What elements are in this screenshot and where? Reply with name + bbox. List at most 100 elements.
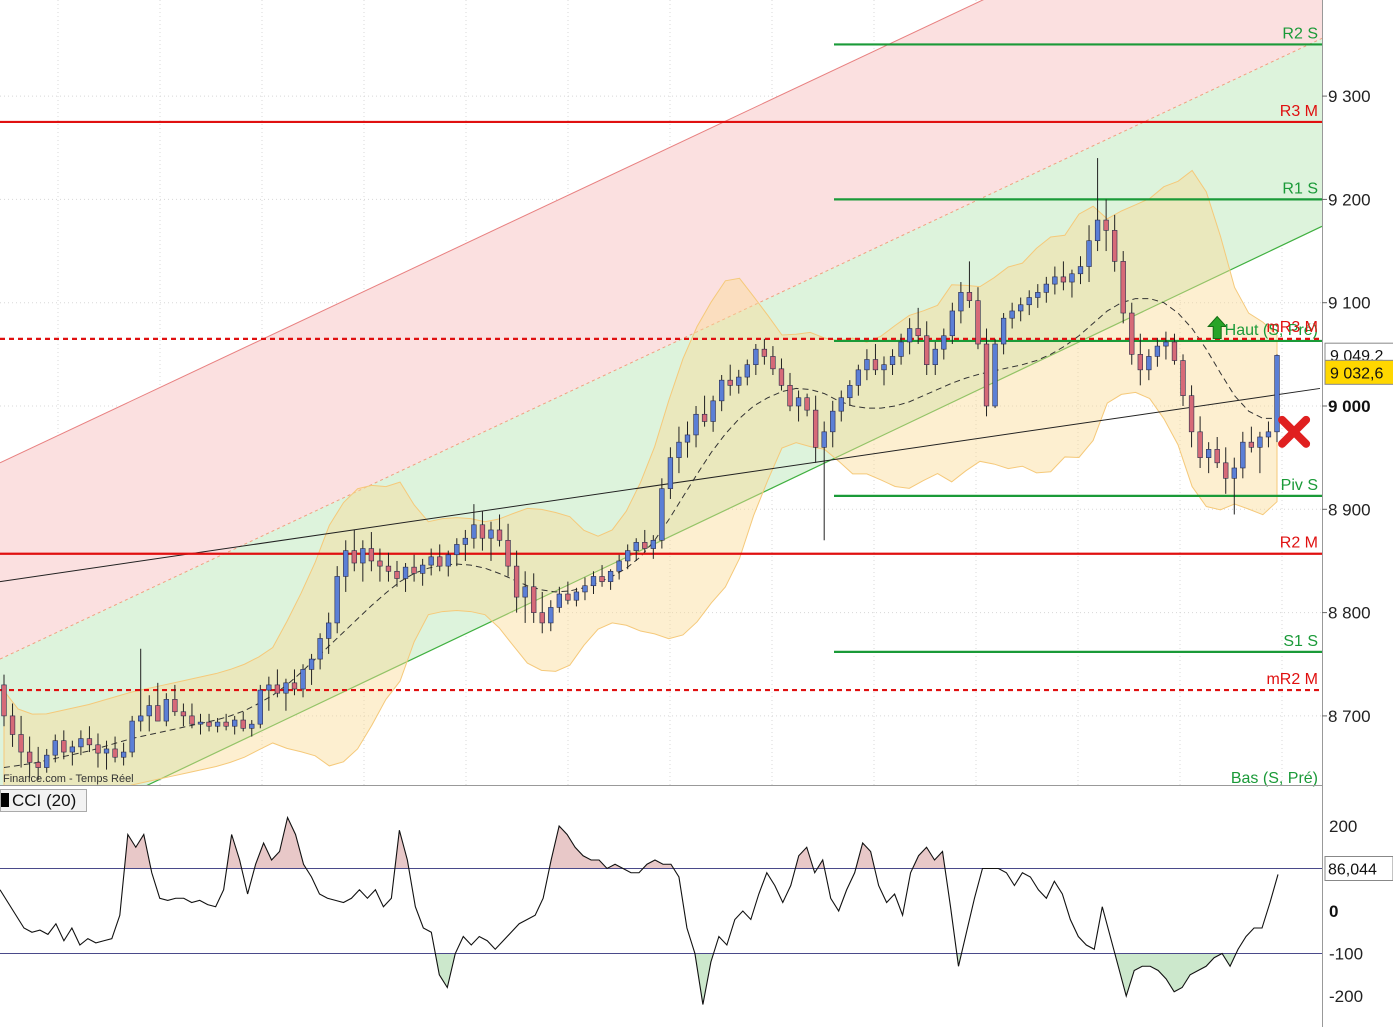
candle-body [257, 689, 263, 725]
cci-tick-label: 200 [1329, 817, 1357, 836]
candle-body [1180, 360, 1186, 396]
candle-body [565, 593, 571, 601]
candle-body [1188, 395, 1195, 433]
candle-body [1163, 341, 1169, 347]
candle-body [906, 328, 913, 343]
candle-body [1137, 354, 1143, 371]
candle-body [684, 434, 691, 443]
candle-body [872, 359, 879, 371]
candle-body [1077, 266, 1084, 275]
level-label: Haut (S, Pré) [1225, 322, 1318, 339]
candle-body [556, 593, 562, 608]
candle-body [1274, 355, 1280, 433]
candle-body [992, 343, 998, 407]
y-tick-label: 8 800 [1328, 604, 1371, 623]
candle-body [898, 341, 904, 357]
candle-body [291, 682, 298, 690]
candle-body [821, 431, 827, 448]
candle-body [197, 721, 204, 725]
price-plot [0, 0, 1322, 785]
candle-body [206, 721, 212, 727]
level-label: mR3 M [1266, 319, 1318, 336]
source-note: Finance.com - Temps Réel [3, 773, 134, 785]
y-tick-label: 8 700 [1328, 707, 1371, 726]
candle-body [778, 368, 785, 386]
candle-body [1052, 276, 1058, 285]
candle-body [61, 740, 67, 753]
candle-body [531, 586, 537, 613]
candle-body [1231, 467, 1237, 479]
level-label: Bas (S, Pré) [1231, 770, 1318, 787]
candle-body [830, 410, 836, 433]
candle-body [1154, 345, 1161, 357]
candle-body [1094, 219, 1101, 242]
candle-body [1018, 304, 1024, 312]
candle-body [667, 457, 674, 489]
candle-body [736, 376, 742, 386]
candle-body [642, 542, 648, 549]
candle-body [548, 607, 554, 624]
candle-body [676, 441, 682, 458]
candle-body [428, 556, 434, 566]
candle-body [1240, 441, 1246, 469]
candle-body [240, 719, 246, 729]
cci-oversold-fill [435, 953, 1237, 1005]
candle-body [889, 356, 896, 365]
cci-current-label: 86,044 [1328, 862, 1377, 879]
candle-body [95, 744, 101, 754]
candle-body [838, 397, 844, 412]
candle-body [1043, 283, 1049, 293]
price-box-label: 9 032,6 [1330, 365, 1383, 382]
candle-body [1197, 431, 1203, 458]
candle-body [1214, 449, 1220, 464]
candle-body [163, 699, 169, 722]
candle-body [847, 385, 853, 399]
cci-plot [0, 815, 1322, 1005]
candle-body [1120, 261, 1126, 314]
candle-body [941, 335, 947, 350]
candle-body [385, 565, 392, 572]
candle-body [1257, 436, 1263, 448]
candle-body [26, 751, 33, 763]
channel-upper-line [0, 0, 984, 464]
candle-body [266, 684, 272, 691]
candle-body [1206, 449, 1212, 458]
candle-body [411, 566, 417, 574]
cci-title-swatch [1, 793, 9, 807]
channel-upper-fill [0, 0, 1322, 660]
candle-body [69, 746, 75, 753]
candle-body [804, 397, 810, 411]
candle-body [402, 566, 409, 579]
candle-body [394, 570, 400, 579]
candle-body [496, 529, 503, 541]
candle-body [488, 529, 494, 539]
candle-body [471, 524, 477, 539]
candle-body [770, 356, 776, 370]
channel-lower-line [146, 225, 1322, 785]
candle-body [607, 570, 614, 582]
candle-body [189, 715, 195, 725]
cross-marker [1278, 415, 1311, 448]
candle-body [744, 364, 750, 378]
level-label: S1 S [1283, 633, 1318, 650]
candle-body [932, 348, 938, 365]
candle-body [283, 682, 289, 694]
y-tick-label: 9 000 [1328, 397, 1371, 416]
candle-body [573, 591, 580, 601]
candle-body [129, 720, 135, 753]
candle-body [505, 539, 511, 567]
candle-body [172, 699, 178, 713]
cci-title-box [0, 789, 87, 812]
trendline [0, 387, 1321, 583]
candle-body [351, 550, 357, 564]
candle-body [437, 556, 443, 567]
cci-title: CCI (20) [12, 791, 76, 810]
level-label: R2 M [1280, 535, 1318, 552]
candle-body [855, 369, 862, 386]
candle-body [103, 748, 110, 754]
candle-body [958, 292, 964, 312]
candle-body [1, 684, 7, 717]
cci-tick-label: -100 [1329, 945, 1363, 964]
candle-body [659, 488, 665, 541]
candle-body [360, 548, 366, 564]
